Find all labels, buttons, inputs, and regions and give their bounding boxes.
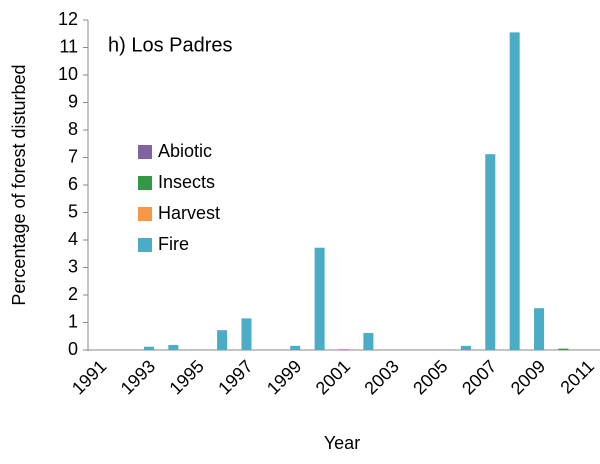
legend-swatch <box>138 238 152 252</box>
legend-label: Harvest <box>158 203 220 223</box>
y-tick-label: 8 <box>68 119 78 139</box>
x-axis-title: Year <box>324 433 360 453</box>
y-tick-label: 5 <box>68 201 78 221</box>
bar-segment <box>168 345 179 350</box>
y-tick-label: 10 <box>58 64 78 84</box>
bar-segment <box>217 330 228 350</box>
bar-segment <box>314 247 325 350</box>
bar-segment <box>534 308 545 350</box>
y-tick-label: 0 <box>68 339 78 359</box>
y-tick-label: 7 <box>68 146 78 166</box>
y-tick-label: 9 <box>68 91 78 111</box>
bar-segment <box>363 332 374 350</box>
legend-swatch <box>138 176 152 190</box>
bar-segment <box>290 345 301 350</box>
legend-label: Fire <box>158 234 189 254</box>
legend-label: Insects <box>158 172 215 192</box>
y-tick-label: 6 <box>68 174 78 194</box>
legend-swatch <box>138 207 152 221</box>
annotation: h) Los Padres <box>108 34 233 56</box>
bar-segment <box>509 32 520 350</box>
y-tick-label: 1 <box>68 311 78 331</box>
bar-segment <box>241 318 252 350</box>
legend-swatch <box>138 145 152 159</box>
bar-segment <box>558 348 569 350</box>
bar-segment <box>143 346 154 350</box>
bar-segment <box>339 349 349 350</box>
y-tick-label: 3 <box>68 256 78 276</box>
legend-label: Abiotic <box>158 141 212 161</box>
y-axis-title: Percentage of forest disturbed <box>9 64 29 305</box>
bar-segment <box>485 154 496 350</box>
y-tick-label: 11 <box>59 36 78 56</box>
y-tick-label: 2 <box>68 284 78 304</box>
y-tick-label: 12 <box>58 9 78 29</box>
y-tick-label: 4 <box>68 229 78 249</box>
bar-segment <box>217 330 228 331</box>
bar-segment <box>460 345 471 350</box>
